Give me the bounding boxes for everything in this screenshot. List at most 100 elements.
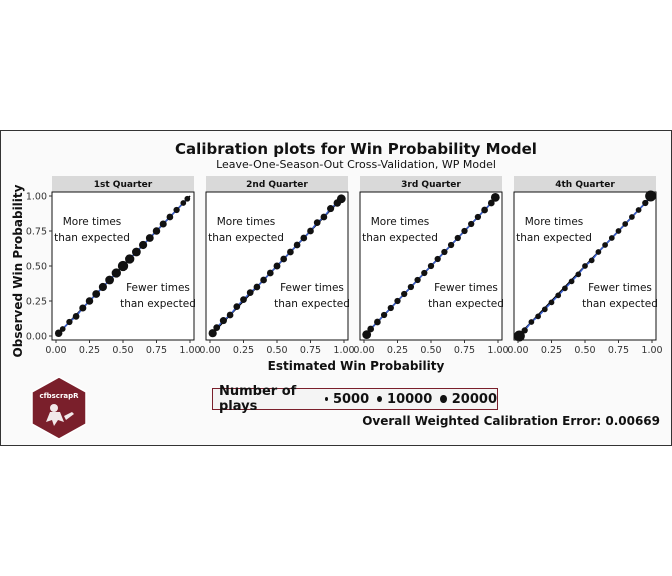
data-point xyxy=(79,304,87,312)
cfbscrapr-logo: cfbscrapR xyxy=(30,376,88,440)
annotation-fewer-times: than expected xyxy=(274,298,350,310)
data-point xyxy=(327,205,335,213)
data-point xyxy=(208,329,217,338)
data-point xyxy=(421,269,428,277)
annotation-fewer-times: than expected xyxy=(120,298,196,310)
data-point xyxy=(387,304,394,312)
annotation-more-times: than expected xyxy=(362,232,438,244)
x-tick-label: 1.00 xyxy=(179,345,200,356)
data-point xyxy=(226,311,234,319)
data-point xyxy=(54,329,63,337)
x-tick-label: 0.25 xyxy=(541,345,562,356)
x-tick-label: 0.00 xyxy=(353,345,374,356)
data-point xyxy=(246,289,254,296)
chart-svg: Calibration plots for Win Probability Mo… xyxy=(11,140,663,373)
data-point xyxy=(380,311,388,319)
data-point xyxy=(481,206,488,214)
data-point xyxy=(152,227,161,235)
data-point xyxy=(468,220,475,228)
data-point xyxy=(320,213,328,221)
football-player-icon xyxy=(46,404,74,426)
x-tick-label: 0.50 xyxy=(574,345,595,356)
facets-group: 1st Quarter More times than expected Fewer … xyxy=(26,176,663,356)
data-point xyxy=(562,285,568,292)
data-point xyxy=(615,228,622,234)
data-point xyxy=(362,330,372,339)
data-point xyxy=(59,326,66,332)
data-point xyxy=(111,268,121,278)
size-legend-dot-large xyxy=(440,395,447,403)
data-point xyxy=(629,214,635,220)
annotation-fewer-times: Fewer times xyxy=(434,282,498,294)
data-point xyxy=(487,199,495,207)
data-point xyxy=(490,193,500,202)
facet-strip xyxy=(206,176,348,192)
hexagon-icon xyxy=(31,376,87,440)
size-legend: Number of plays 5000 10000 20000 xyxy=(212,384,498,414)
data-point xyxy=(98,282,107,292)
x-tick-label: 0.00 xyxy=(199,345,220,356)
data-point xyxy=(219,317,227,325)
data-point xyxy=(66,318,73,326)
data-point xyxy=(233,303,241,310)
facet-label: 1st Quarter xyxy=(94,180,153,190)
x-tick-label: 0.50 xyxy=(420,345,441,356)
data-point xyxy=(145,234,154,242)
facet-strip xyxy=(360,176,502,192)
y-tick-label: 0.50 xyxy=(26,262,47,273)
size-legend-dot-medium xyxy=(377,396,383,402)
data-point xyxy=(401,290,408,298)
data-point xyxy=(180,200,187,206)
chart-subtitle: Leave-One-Season-Out Cross-Validation, W… xyxy=(216,158,496,171)
data-point xyxy=(568,278,575,285)
y-tick-label: 0.00 xyxy=(26,332,47,343)
data-point xyxy=(595,249,602,255)
size-legend-title: Number of plays xyxy=(219,384,297,414)
annotation-more-times: More times xyxy=(217,216,276,228)
data-point xyxy=(240,296,247,303)
facet-label: 2nd Quarter xyxy=(246,180,308,190)
data-point xyxy=(173,206,180,214)
data-point xyxy=(260,276,267,284)
data-point xyxy=(521,327,528,334)
annotation-more-times: than expected xyxy=(54,232,130,244)
data-point xyxy=(645,190,657,202)
x-tick-label: 1.00 xyxy=(487,345,508,356)
data-point xyxy=(548,299,555,306)
size-legend-label-small: 5000 xyxy=(332,391,370,407)
annotation-more-times: than expected xyxy=(516,232,592,244)
x-axis-label: Estimated Win Probability xyxy=(268,359,445,373)
annotation-fewer-times: Fewer times xyxy=(126,282,190,294)
annotation-fewer-times: than expected xyxy=(582,298,658,310)
x-tick-label: 0.75 xyxy=(608,345,629,356)
calibration-figure: Calibration plots for Win Probability Mo… xyxy=(0,130,672,446)
facet-strip xyxy=(52,176,194,192)
data-point xyxy=(184,195,191,202)
logo-text: cfbscrapR xyxy=(39,392,79,400)
data-point xyxy=(72,313,80,320)
data-point xyxy=(582,263,588,269)
data-point xyxy=(575,271,582,278)
x-tick-label: 1.00 xyxy=(333,345,354,356)
size-legend-label-large: 20000 xyxy=(451,391,497,407)
annotation-more-times: More times xyxy=(63,216,122,228)
y-tick-label: 1.00 xyxy=(26,192,47,203)
data-point xyxy=(441,248,448,256)
data-point xyxy=(427,262,435,270)
facet-label: 4th Quarter xyxy=(555,180,615,190)
data-point xyxy=(117,260,129,272)
data-point xyxy=(273,262,281,270)
data-point xyxy=(374,318,381,326)
data-point xyxy=(293,241,301,249)
data-point xyxy=(407,283,415,291)
annotation-fewer-times: Fewer times xyxy=(588,282,652,294)
annotation-more-times: More times xyxy=(525,216,584,228)
data-point xyxy=(287,248,294,256)
calibration-error-text: Overall Weighted Calibration Error: 0.00… xyxy=(362,414,660,428)
data-point xyxy=(474,213,482,221)
y-tick-label: 0.25 xyxy=(26,297,47,308)
data-point xyxy=(85,297,94,305)
data-point xyxy=(394,297,401,305)
annotation-more-times: than expected xyxy=(208,232,284,244)
data-point xyxy=(313,219,321,226)
